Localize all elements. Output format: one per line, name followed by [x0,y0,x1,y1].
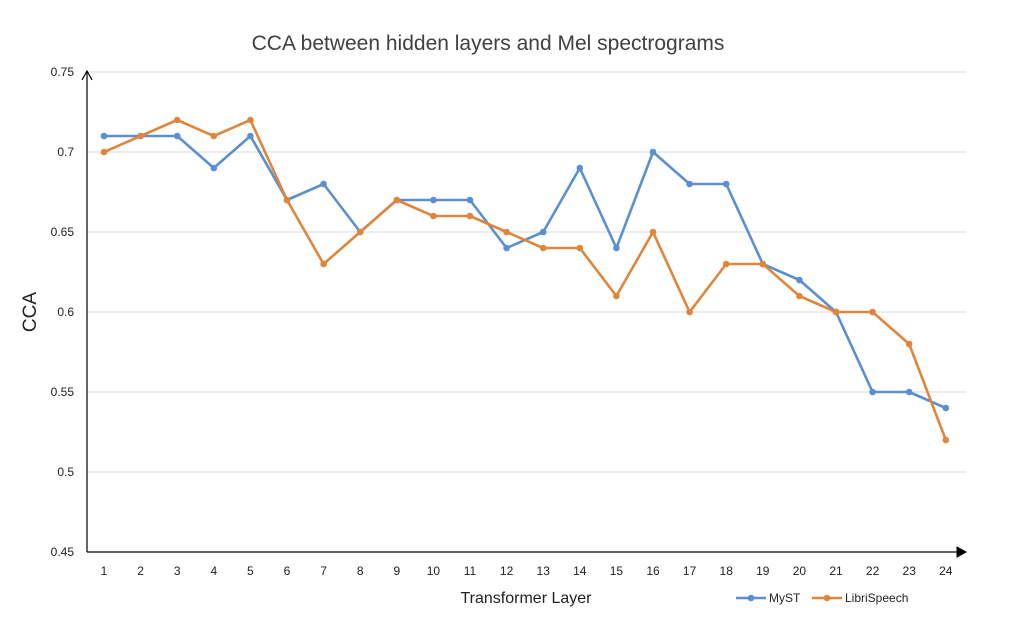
data-point [393,196,401,204]
data-point [283,196,291,204]
data-point [356,228,364,236]
data-point [613,292,620,300]
legend-label: MyST [769,591,801,605]
legend-item: LibriSpeech [812,591,908,605]
series-lines [100,116,950,444]
x-tick-label: 12 [500,564,514,578]
data-point [759,260,767,268]
data-point [649,228,657,236]
data-point [430,212,437,220]
data-point [539,228,547,236]
data-point [173,116,181,124]
data-point [247,132,254,140]
x-tick-label: 9 [393,564,400,578]
data-point [100,132,108,140]
data-point [320,260,327,268]
data-point [466,196,474,204]
y-tick-label: 0.55 [51,385,75,399]
x-tick-label: 10 [427,564,441,578]
legend-item: MyST [736,591,801,605]
data-point [100,148,108,156]
data-point [905,388,913,396]
series-librispeech [100,116,950,444]
y-tick-label: 0.6 [57,305,74,319]
y-axis-label: CCA [20,292,41,332]
y-tick-label: 0.5 [57,465,74,479]
x-tick-label: 21 [829,564,843,578]
legend-marker [747,594,755,602]
x-tick-label: 7 [320,564,327,578]
data-point [905,340,913,348]
x-axis-label: Transformer Layer [461,590,593,607]
x-tick-label: 6 [284,564,291,578]
x-tick-label: 1 [101,564,108,578]
data-point [942,404,950,412]
data-point [832,308,840,316]
x-tick-label: 4 [210,564,217,578]
data-point [722,180,730,188]
data-point [576,244,584,252]
legend-marker [823,594,831,602]
data-point [613,244,620,252]
data-point [649,148,657,156]
y-tick-label: 0.45 [51,545,75,559]
x-tick-label: 20 [793,564,807,578]
y-tick-label: 0.75 [51,65,75,79]
data-point [137,132,144,140]
data-point [576,164,584,172]
x-tick-label: 16 [646,564,660,578]
data-point [466,212,474,220]
data-point [539,244,547,252]
legend-label: LibriSpeech [845,591,908,605]
data-point [722,260,730,268]
data-point [503,228,510,236]
gridlines [87,71,966,473]
x-tick-label: 13 [537,564,551,578]
data-point [869,388,876,396]
x-tick-label: 11 [464,564,477,578]
x-tick-label: 23 [903,564,917,578]
tick-labels: 0.450.50.550.60.650.70.751 2 3 4 5 6 7 8 9 10 11 12… [51,65,953,578]
series-line [103,118,948,441]
data-point [686,308,693,316]
data-point [686,180,693,188]
series-line [104,134,947,410]
data-point [942,436,950,444]
data-point [869,308,876,316]
x-axis-arrow-icon [956,546,968,558]
axes [81,69,968,558]
series-myst [100,132,950,412]
data-point [320,180,327,188]
y-tick-label: 0.65 [51,225,75,239]
x-tick-label: 3 [174,564,181,578]
x-tick-label: 15 [610,564,624,578]
y-tick-label: 0.7 [57,145,74,159]
x-tick-label: 17 [683,564,697,578]
x-tick-label: 19 [756,564,770,578]
data-point [210,132,218,140]
data-point [796,292,803,300]
data-point [247,116,254,124]
chart-title: CCA between hidden layers and Mel spectr… [252,32,725,55]
data-point [796,276,803,284]
data-point [210,164,218,172]
data-point [173,132,181,140]
x-tick-label: 14 [573,564,587,578]
x-tick-label: 24 [939,564,953,578]
x-tick-label: 8 [357,564,364,578]
legend: MyST LibriSpeech [736,591,908,605]
x-tick-label: 5 [247,564,254,578]
x-tick-label: 22 [866,564,880,578]
y-axis-arrow-icon [81,69,93,81]
data-point [430,196,437,204]
x-tick-label: 18 [720,564,734,578]
x-tick-label: 2 [137,564,144,578]
data-point [503,244,510,252]
